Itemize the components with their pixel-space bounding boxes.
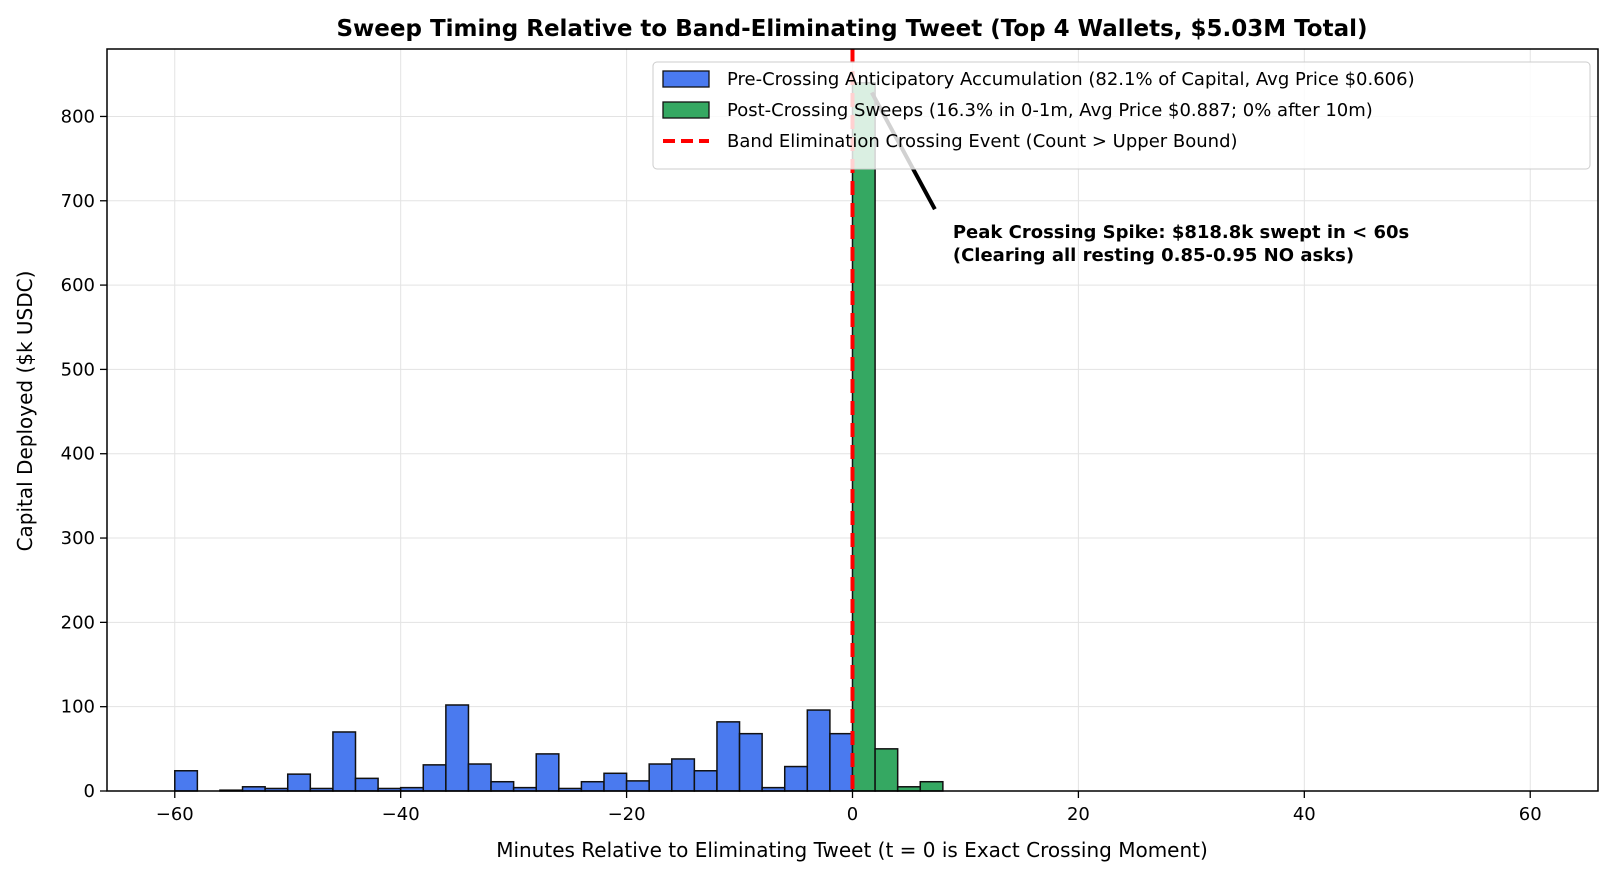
y-tick-label: 600 bbox=[61, 275, 95, 296]
post-crossing-bar bbox=[874, 748, 899, 792]
pre-crossing-bar bbox=[535, 753, 560, 792]
x-tick-label: −20 bbox=[608, 804, 646, 825]
legend-entry-pre-crossing-swatch bbox=[662, 70, 710, 88]
y-tick-label: 0 bbox=[84, 781, 95, 802]
pre-crossing-bar bbox=[738, 732, 763, 792]
y-tick-label: 400 bbox=[61, 444, 95, 465]
legend-entry-pre-crossing-label: Pre-Crossing Anticipatory Accumulation (… bbox=[727, 69, 1415, 90]
y-tick-label: 200 bbox=[61, 612, 95, 633]
x-axis-label: Minutes Relative to Eliminating Tweet (t… bbox=[496, 838, 1208, 862]
legend-entry-crossing-event-label: Band Elimination Crossing Event (Count >… bbox=[727, 131, 1238, 152]
y-tick-label: 800 bbox=[61, 106, 95, 127]
x-tick-label: −40 bbox=[382, 804, 420, 825]
pre-crossing-bar bbox=[467, 763, 492, 792]
pre-crossing-bar bbox=[648, 763, 673, 792]
pre-crossing-bar bbox=[693, 770, 718, 792]
pre-crossing-bar bbox=[174, 770, 199, 792]
histogram-bars bbox=[174, 81, 944, 792]
legend-entry-post-crossing-swatch bbox=[662, 101, 710, 119]
annotation-line-1: Peak Crossing Spike: $818.8k swept in < … bbox=[953, 222, 1409, 243]
pre-crossing-bar bbox=[445, 704, 470, 792]
pre-crossing-bar bbox=[354, 777, 379, 792]
legend-entry-post-crossing-label: Post-Crossing Sweeps (16.3% in 0-1m, Avg… bbox=[727, 100, 1373, 121]
post-crossing-bar bbox=[919, 780, 944, 792]
pre-crossing-bar bbox=[286, 773, 312, 792]
legend-box bbox=[652, 61, 1591, 170]
axes: −60 −40 −20 0 20 40 60010020030040050060070080… bbox=[61, 48, 1599, 825]
pre-crossing-bar bbox=[332, 731, 357, 792]
pre-crossing-bar bbox=[625, 780, 650, 792]
chart-title: Sweep Timing Relative to Band-Eliminatin… bbox=[336, 16, 1367, 42]
pre-crossing-bar bbox=[580, 780, 605, 792]
pre-crossing-bar bbox=[783, 765, 809, 792]
x-tick-label: 60 bbox=[1519, 804, 1542, 825]
pre-crossing-bar bbox=[671, 758, 696, 792]
pre-crossing-bar bbox=[829, 732, 854, 792]
y-axis-label: Capital Deployed ($k USDC) bbox=[13, 271, 37, 552]
x-tick-label: −60 bbox=[156, 804, 194, 825]
legend: Pre-Crossing Anticipatory Accumulation (… bbox=[652, 61, 1591, 170]
x-tick-label: 0 bbox=[847, 804, 858, 825]
y-tick-label: 100 bbox=[61, 697, 95, 718]
post-crossing-bar bbox=[851, 81, 876, 792]
pre-crossing-bar bbox=[422, 764, 447, 792]
pre-crossing-bar bbox=[490, 780, 515, 792]
x-tick-label: 40 bbox=[1293, 804, 1316, 825]
annotation-line-2: (Clearing all resting 0.85-0.95 NO asks) bbox=[953, 245, 1354, 266]
x-tick-label: 20 bbox=[1067, 804, 1090, 825]
y-tick-label: 500 bbox=[61, 359, 95, 380]
pre-crossing-bar bbox=[806, 709, 831, 792]
pre-crossing-bar bbox=[716, 721, 741, 792]
pre-crossing-bar bbox=[603, 772, 628, 792]
y-tick-label: 700 bbox=[61, 191, 95, 212]
y-tick-label: 300 bbox=[61, 528, 95, 549]
